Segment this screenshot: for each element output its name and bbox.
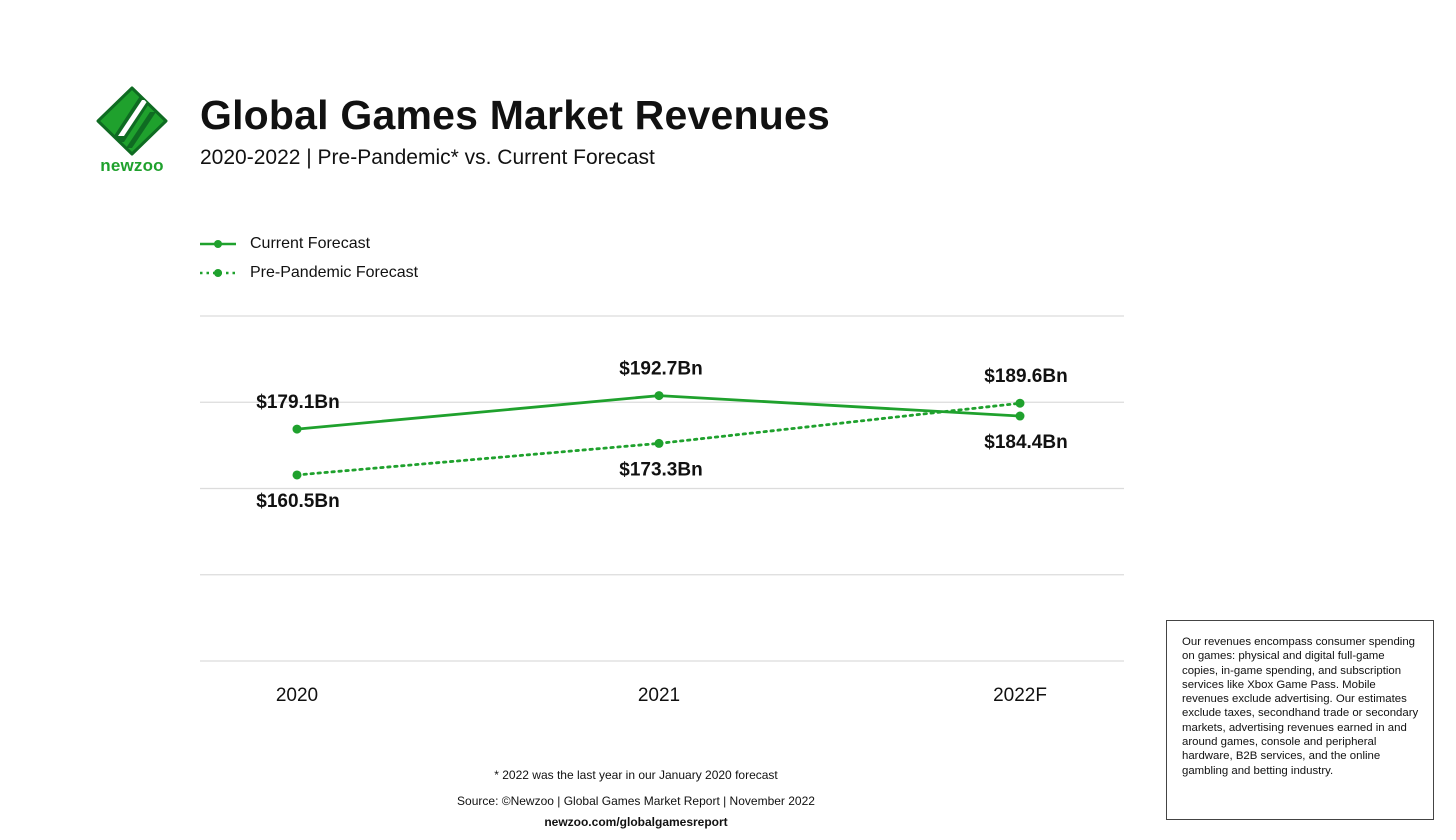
- legend-item-prepandemic: Pre-Pandemic Forecast: [200, 258, 418, 287]
- data-point-prepandemic: [292, 470, 302, 480]
- footnote: * 2022 was the last year in our January …: [494, 768, 778, 782]
- data-point-prepandemic: [1015, 398, 1025, 408]
- logo-wordmark: newzoo: [100, 156, 164, 175]
- solid-line-marker-icon: [200, 239, 236, 248]
- data-point-current: [292, 424, 302, 434]
- newzoo-logo-icon: [96, 86, 168, 156]
- data-label-current: $192.7Bn: [619, 359, 702, 380]
- legend-item-current: Current Forecast: [200, 229, 418, 258]
- data-point-prepandemic: [654, 438, 664, 448]
- chart-legend: Current Forecast Pre-Pandemic Forecast: [200, 229, 418, 287]
- newzoo-logo: newzoo: [96, 86, 168, 178]
- data-label-current: $179.1Bn: [256, 392, 339, 413]
- chart-subtitle: 2020-2022 | Pre-Pandemic* vs. Current Fo…: [200, 146, 655, 169]
- chart-title: Global Games Market Revenues: [200, 92, 830, 138]
- data-label-prepandemic: $189.6Bn: [984, 366, 1067, 387]
- data-point-current: [1015, 411, 1025, 421]
- x-tick-label: 2021: [638, 685, 680, 706]
- data-label-current: $184.4Bn: [984, 432, 1067, 453]
- source-line: Source: ©Newzoo | Global Games Market Re…: [457, 794, 815, 808]
- x-tick-label: 2022F: [993, 685, 1047, 706]
- series-line-current: [295, 394, 1022, 431]
- data-label-prepandemic: $173.3Bn: [619, 459, 702, 480]
- x-tick-label: 2020: [276, 685, 318, 706]
- legend-label-prepandemic: Pre-Pandemic Forecast: [250, 263, 419, 281]
- dotted-line-marker-icon: [200, 268, 236, 277]
- methodology-note: Our revenues encompass consumer spending…: [1166, 620, 1434, 820]
- line-chart: 2020 2021 2022F $179.1Bn $160.5Bn $192.7Bn $17…: [200, 315, 1124, 706]
- data-label-prepandemic: $160.5Bn: [256, 491, 339, 512]
- legend-label-current: Current Forecast: [250, 234, 371, 252]
- data-point-current: [654, 391, 664, 401]
- website-link[interactable]: newzoo.com/globalgamesreport: [544, 815, 728, 829]
